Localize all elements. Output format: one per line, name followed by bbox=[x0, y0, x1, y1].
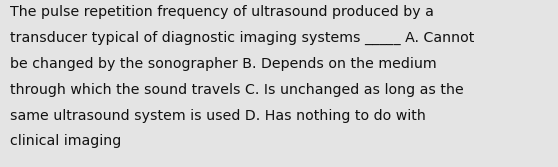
Text: The pulse repetition frequency of ultrasound produced by a: The pulse repetition frequency of ultras… bbox=[10, 5, 434, 19]
Text: be changed by the sonographer B. Depends on the medium: be changed by the sonographer B. Depends… bbox=[10, 57, 437, 71]
Text: clinical imaging: clinical imaging bbox=[10, 134, 121, 148]
Text: transducer typical of diagnostic imaging systems _____ A. Cannot: transducer typical of diagnostic imaging… bbox=[10, 31, 474, 45]
Text: same ultrasound system is used D. Has nothing to do with: same ultrasound system is used D. Has no… bbox=[10, 109, 426, 123]
Text: through which the sound travels C. Is unchanged as long as the: through which the sound travels C. Is un… bbox=[10, 83, 464, 97]
